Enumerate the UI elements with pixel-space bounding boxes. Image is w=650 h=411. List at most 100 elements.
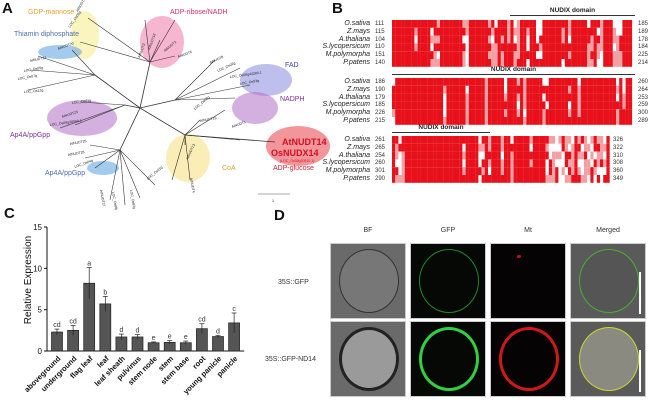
alignment-cell bbox=[571, 101, 575, 110]
alignment-cell bbox=[571, 59, 575, 67]
alignment-cell bbox=[523, 143, 527, 152]
alignment-cell bbox=[596, 59, 601, 67]
alignment-cell bbox=[558, 43, 562, 52]
alignment-cell bbox=[465, 143, 469, 152]
alignment-cell bbox=[504, 117, 508, 125]
alignment-cell bbox=[558, 78, 562, 86]
clade-label: Ap4A/ppGpp bbox=[45, 170, 85, 177]
micrograph bbox=[410, 321, 486, 397]
alignment-cell bbox=[449, 175, 453, 183]
alignment-cell bbox=[513, 78, 517, 86]
alignment-cell bbox=[427, 93, 431, 102]
alignment-cell bbox=[417, 151, 421, 160]
alignment-cell bbox=[507, 167, 511, 175]
alignment-cell bbox=[539, 85, 543, 94]
alignment-cell bbox=[465, 78, 469, 86]
alignment-cell bbox=[529, 143, 533, 152]
alignment-cell bbox=[523, 159, 527, 168]
alignment-cell bbox=[609, 35, 613, 44]
alignment-cell bbox=[436, 101, 441, 110]
end-position: 253 bbox=[638, 94, 649, 101]
alignment-cell bbox=[468, 151, 473, 160]
alignment-cell bbox=[520, 167, 524, 175]
alignment-cell bbox=[443, 136, 447, 144]
alignment-cell bbox=[606, 51, 610, 59]
alignment-cell bbox=[452, 43, 457, 52]
alignment-cell bbox=[507, 78, 511, 86]
alignment-cell bbox=[500, 136, 505, 144]
alignment-cell bbox=[526, 27, 530, 36]
alignment-cell bbox=[436, 27, 441, 36]
alignment-cell bbox=[507, 109, 511, 117]
species-label: O.sativa bbox=[344, 136, 370, 143]
alignment-cell bbox=[523, 59, 527, 67]
alignment-cell bbox=[593, 143, 597, 152]
alignment-cell bbox=[600, 117, 604, 125]
alignment-cell bbox=[552, 51, 556, 59]
alignment-cell bbox=[628, 20, 633, 28]
start-position: 151 bbox=[375, 52, 386, 59]
alignment-cell bbox=[536, 35, 540, 44]
alignment-cell bbox=[475, 93, 479, 102]
alignment-cell bbox=[414, 59, 418, 67]
start-position: 254 bbox=[375, 152, 386, 159]
alignment-cell bbox=[488, 151, 492, 160]
alignment-cell bbox=[459, 167, 463, 175]
alignment-cell bbox=[452, 20, 457, 28]
alignment-cell bbox=[600, 167, 604, 175]
alignment-cell bbox=[513, 159, 517, 168]
alignment-cell bbox=[436, 159, 441, 168]
alignment-cell bbox=[398, 117, 402, 125]
alignment-cell bbox=[497, 143, 501, 152]
alignment-cell bbox=[500, 85, 505, 94]
alignment-cell bbox=[500, 51, 505, 59]
alignment-cell bbox=[440, 51, 444, 59]
alignment-cell bbox=[523, 78, 527, 86]
alignment-cell bbox=[401, 117, 405, 125]
alignment-cell bbox=[603, 20, 607, 28]
alignment-cell bbox=[440, 27, 444, 36]
alignment-cell bbox=[436, 51, 441, 59]
alignment-cell bbox=[491, 117, 495, 125]
alignment-cell bbox=[440, 20, 444, 28]
alignment-cell bbox=[497, 85, 501, 94]
significance-letter: cd bbox=[69, 318, 77, 325]
alignment-cell bbox=[446, 43, 450, 52]
alignment-cell bbox=[417, 51, 421, 59]
alignment-cell bbox=[443, 151, 447, 160]
alignment-cell bbox=[420, 51, 425, 59]
clade-highlight bbox=[166, 134, 210, 182]
end-position: 189 bbox=[638, 28, 649, 35]
alignment-cell bbox=[481, 136, 485, 144]
alignment-cell bbox=[564, 93, 569, 102]
alignment-cell bbox=[472, 143, 476, 152]
tree-leaf-label: AtNUDT3 bbox=[137, 43, 146, 58]
alignment-cell bbox=[430, 175, 434, 183]
alignment-cell bbox=[443, 35, 447, 44]
alignment-cell bbox=[430, 109, 434, 117]
alignment-cell bbox=[436, 20, 441, 28]
alignment-cell bbox=[603, 43, 607, 52]
alignment-cell bbox=[484, 159, 489, 168]
alignment-cell bbox=[539, 109, 543, 117]
alignment-cell bbox=[516, 59, 521, 67]
alignment-cell bbox=[574, 101, 578, 110]
alignment-cell bbox=[475, 175, 479, 183]
alignment-cell bbox=[404, 143, 409, 152]
protoplast bbox=[579, 327, 639, 391]
alignment-cell bbox=[545, 136, 549, 144]
alignment-cell bbox=[580, 117, 585, 125]
alignment-cell bbox=[568, 167, 572, 175]
alignment-cell bbox=[529, 175, 533, 183]
alignment-cell bbox=[539, 159, 543, 168]
alignment-cell bbox=[593, 43, 597, 52]
alignment-cell bbox=[504, 43, 508, 52]
alignment-cell bbox=[561, 136, 565, 144]
alignment-cell bbox=[580, 101, 585, 110]
alignment-cell bbox=[542, 167, 546, 175]
alignment-cell bbox=[510, 117, 514, 125]
alignment-cell bbox=[548, 51, 553, 59]
alignment-cell bbox=[600, 43, 604, 52]
alignment-cell bbox=[513, 20, 517, 28]
alignment-cell bbox=[494, 109, 498, 117]
